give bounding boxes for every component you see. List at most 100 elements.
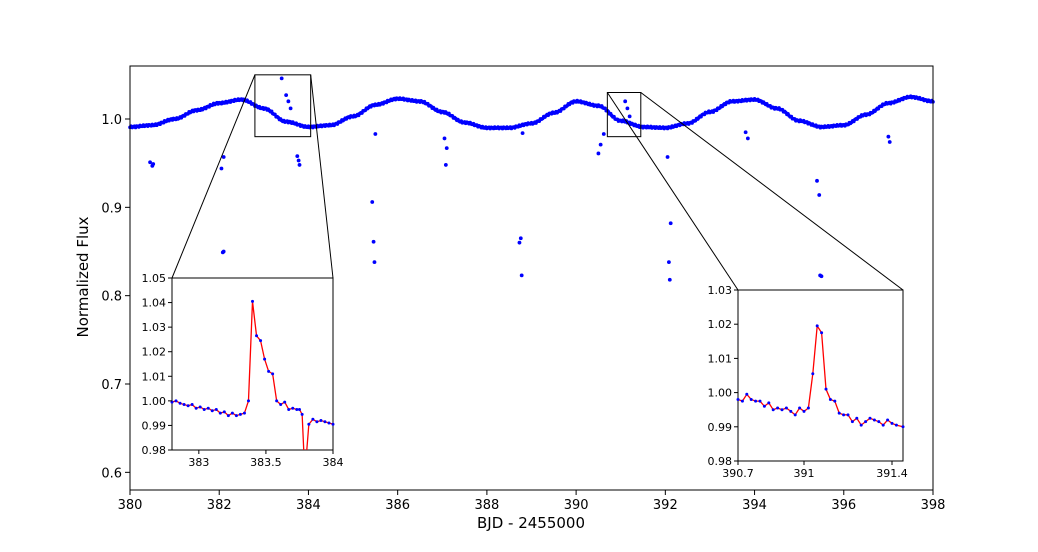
- inset-x-tick-label: 391.4: [876, 467, 908, 480]
- data-point: [627, 114, 632, 119]
- inset-data-point: [295, 407, 299, 411]
- inset-data-point: [802, 409, 806, 413]
- inset-data-point: [868, 416, 872, 420]
- data-point: [370, 200, 375, 204]
- inset-data-point: [828, 397, 832, 401]
- x-tick-label: 382: [207, 498, 232, 513]
- data-point: [887, 140, 892, 144]
- zoom-connector: [310, 74, 334, 279]
- inset-data-point: [202, 407, 206, 411]
- inset-y-tick-label: 1.03: [142, 321, 167, 334]
- data-point: [815, 178, 819, 183]
- inset-plot: 390.7 391 391.4 0.98 0.99 1.00 1.01 1.02 1.03: [708, 284, 908, 480]
- data-point: [668, 221, 673, 226]
- inset-data-point: [864, 420, 868, 424]
- data-point: [667, 277, 672, 282]
- inset-data-point: [311, 417, 315, 421]
- inset-data-point: [784, 406, 788, 410]
- inset-data-point: [251, 299, 254, 303]
- zoom-connector: [171, 74, 256, 279]
- inset-y-tick-label: 1.04: [142, 297, 167, 310]
- zoom-box: [254, 74, 312, 138]
- inset-x-tick-label: 390.7: [722, 467, 754, 480]
- inset-data-point: [186, 404, 190, 408]
- data-point: [443, 163, 448, 167]
- inset-data-point: [190, 403, 194, 407]
- inset-data-point: [740, 399, 744, 403]
- inset-data-point: [323, 420, 327, 424]
- data-point: [221, 155, 226, 159]
- inset-data-point: [210, 409, 214, 413]
- data-point: [373, 132, 378, 136]
- inset-data-point: [331, 422, 335, 426]
- inset-y-tick-label: 0.98: [708, 455, 733, 468]
- data-point: [221, 249, 226, 254]
- data-point: [601, 132, 606, 136]
- data-point: [288, 106, 293, 111]
- inset-data-point: [182, 403, 186, 407]
- inset-data-point: [846, 413, 850, 417]
- inset-data-point: [315, 420, 319, 424]
- data-point: [623, 99, 628, 104]
- data-point: [519, 273, 524, 278]
- data-point: [295, 154, 300, 159]
- data-point: [279, 76, 284, 81]
- inset-data-point: [736, 397, 740, 401]
- inset-data-point: [275, 399, 279, 403]
- inset-data-point: [789, 409, 793, 413]
- data-point: [745, 136, 750, 141]
- inset-x-tick-label: 383: [188, 456, 209, 469]
- inset-x-tick-label: 384: [323, 456, 344, 469]
- inset-y-tick-label: 1.05: [142, 272, 167, 285]
- data-point: [625, 106, 630, 111]
- data-point: [286, 99, 291, 104]
- inset-plot: 383 383.5 384 0.98 0.99 1.00 1.01 1.02 1.03 1.04 1…: [142, 272, 344, 469]
- data-point: [151, 162, 156, 166]
- inset-data-point: [230, 411, 234, 415]
- inset-data-point: [279, 403, 283, 407]
- x-tick-label: 390: [564, 498, 589, 513]
- zoom-connector: [640, 92, 904, 291]
- inset-data-point: [894, 423, 898, 427]
- data-point: [296, 158, 301, 163]
- inset-x-tick-label: 383.5: [250, 456, 282, 469]
- inset-data-point: [762, 404, 766, 408]
- inset-data-point: [319, 419, 323, 423]
- data-point: [517, 240, 522, 245]
- inset-data-point: [767, 401, 771, 405]
- inset-data-point: [283, 400, 287, 404]
- inset-data-point: [327, 421, 331, 425]
- inset-data-point: [287, 407, 291, 411]
- plot-frame: [129, 65, 934, 491]
- data-point: [219, 166, 224, 171]
- data-point: [148, 160, 152, 165]
- inset-y-tick-label: 1.02: [142, 346, 167, 359]
- inset-data-point: [198, 405, 202, 409]
- zoom-box: [606, 92, 642, 138]
- inset-data-point: [815, 324, 819, 328]
- inset-data-point: [842, 413, 846, 417]
- main-plot: [128, 76, 935, 282]
- inset-y-tick-label: 1.01: [142, 370, 167, 383]
- inset-data-point: [745, 392, 749, 396]
- data-point: [520, 131, 525, 136]
- inset-data-point: [246, 399, 250, 403]
- inset-data-point: [901, 425, 905, 429]
- data-point: [817, 193, 822, 197]
- inset-data-point: [263, 357, 267, 361]
- inset-data-point: [222, 410, 226, 414]
- data-point: [596, 151, 601, 156]
- inset-data-point: [859, 423, 863, 427]
- zoom-connector: [606, 92, 739, 291]
- inset-data-point: [206, 406, 210, 410]
- inset-data-point: [820, 331, 824, 335]
- data-point: [665, 155, 670, 159]
- inset-y-tick-label: 0.98: [142, 444, 167, 457]
- data-point: [371, 239, 376, 244]
- x-tick-label: 386: [385, 498, 410, 513]
- inset-data-point: [255, 334, 259, 338]
- x-tick-label: 392: [653, 498, 678, 513]
- inset-data-point: [218, 411, 222, 415]
- inset-y-tick-label: 1.00: [142, 395, 167, 408]
